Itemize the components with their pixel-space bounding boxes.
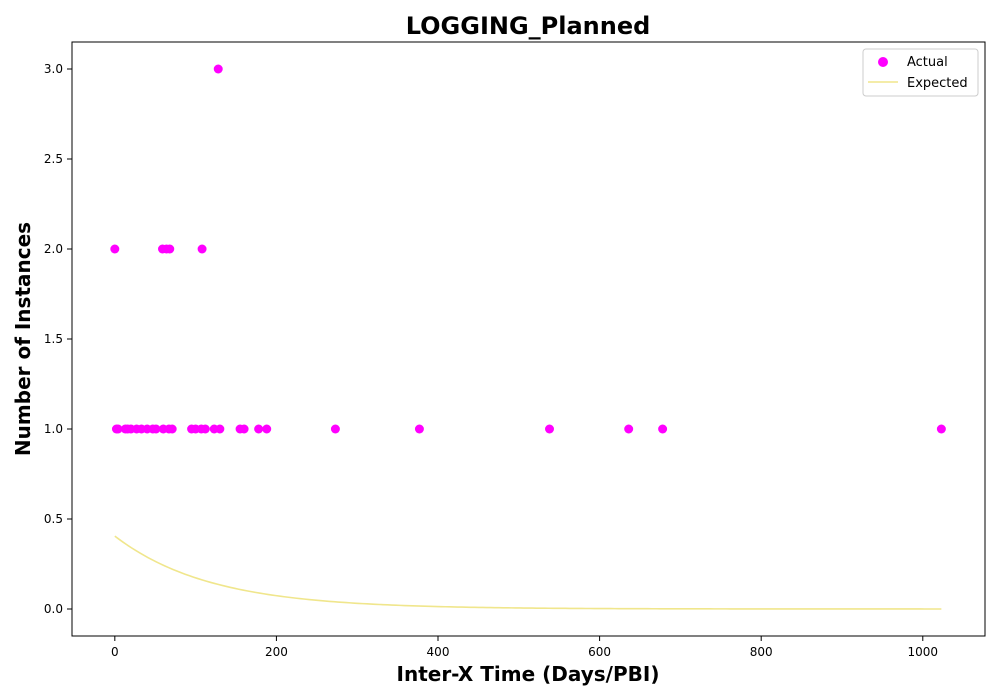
chart-title: LOGGING_Planned [406, 12, 651, 40]
x-axis: 0 200 400 600 800 1000 [111, 636, 938, 659]
actual-point [215, 424, 225, 434]
actual-point [936, 424, 946, 434]
x-tick-label: 1000 [908, 645, 939, 659]
actual-point [110, 244, 120, 254]
actual-point [165, 244, 175, 254]
legend: Actual Expected [862, 48, 979, 97]
y-tick-label: 1.0 [44, 422, 63, 436]
x-axis-label: Inter-X Time (Days/PBI) [397, 662, 660, 686]
y-tick-label: 3.0 [44, 62, 63, 76]
actual-point [239, 424, 249, 434]
actual-point [151, 424, 161, 434]
actual-point [545, 424, 555, 434]
legend-actual-label: Actual [907, 55, 948, 70]
x-tick-label: 800 [750, 645, 773, 659]
legend-actual-marker [878, 57, 888, 67]
x-tick-label: 600 [588, 645, 611, 659]
x-tick-label: 400 [427, 645, 450, 659]
y-axis-label: Number of Instances [11, 222, 35, 456]
actual-point [658, 424, 668, 434]
y-tick-label: 0.0 [44, 602, 63, 616]
x-tick-label: 200 [265, 645, 288, 659]
actual-point [197, 244, 207, 254]
actual-point [414, 424, 424, 434]
actual-point [200, 424, 210, 434]
actual-point [624, 424, 634, 434]
y-tick-label: 1.5 [44, 332, 63, 346]
x-tick-label: 0 [111, 645, 119, 659]
y-axis: 0.0 0.5 1.0 1.5 2.0 2.5 3.0 [44, 62, 72, 616]
actual-point [330, 424, 340, 434]
legend-expected-label: Expected [907, 76, 968, 91]
expected-line [114, 535, 942, 610]
legend-box [862, 48, 979, 97]
actual-point [167, 424, 177, 434]
plot-area [110, 64, 946, 610]
y-tick-label: 0.5 [44, 512, 63, 526]
y-tick-label: 2.0 [44, 242, 63, 256]
actual-point [113, 424, 123, 434]
actual-point [262, 424, 272, 434]
y-tick-label: 2.5 [44, 152, 63, 166]
actual-point [213, 64, 223, 74]
actual-point [254, 424, 264, 434]
